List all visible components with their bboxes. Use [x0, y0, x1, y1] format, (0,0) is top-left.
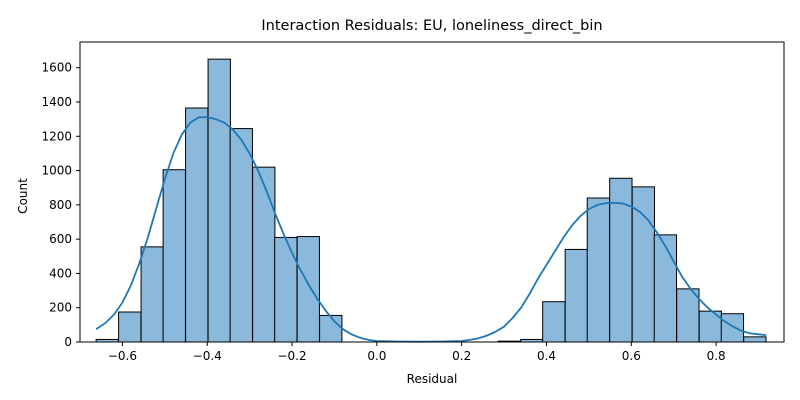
y-tick-label: 200 — [49, 301, 72, 315]
x-axis: −0.6 −0.4 −0.2 0.0 0.2 0.4 0.6 0.8 — [108, 342, 726, 363]
y-axis: 0 200 400 600 800 1000 1200 1400 1600 — [41, 61, 80, 349]
histogram-bar — [676, 288, 700, 343]
y-tick-label: 1000 — [41, 164, 72, 178]
y-tick-label: 1200 — [41, 129, 72, 143]
histogram-bar — [720, 313, 745, 343]
y-tick-label: 0 — [64, 335, 72, 349]
histogram-bar — [296, 236, 320, 343]
x-tick-label: 0.6 — [622, 349, 641, 363]
x-tick-label: −0.6 — [108, 349, 137, 363]
x-tick-label: 0.2 — [452, 349, 471, 363]
histogram-bar — [162, 169, 186, 343]
histogram-bar — [542, 301, 566, 343]
histogram-bar — [140, 246, 164, 343]
histogram-bar — [586, 197, 611, 343]
x-tick-label: −0.4 — [193, 349, 222, 363]
histogram-bar — [185, 107, 209, 343]
y-axis-label: Count — [16, 178, 30, 214]
histogram-bar — [207, 58, 231, 343]
histogram-bar — [653, 234, 678, 343]
y-tick-label: 1600 — [41, 61, 72, 75]
y-tick-label: 600 — [49, 232, 72, 246]
histogram-bar — [229, 128, 253, 343]
histogram-bars — [95, 58, 767, 343]
y-tick-label: 400 — [49, 266, 72, 280]
x-tick-label: 0.4 — [537, 349, 556, 363]
histogram-bar — [743, 336, 767, 343]
x-tick-label: −0.2 — [277, 349, 306, 363]
histogram-bar — [564, 248, 588, 343]
x-axis-label: Residual — [407, 372, 458, 386]
histogram-bar — [319, 314, 343, 343]
y-tick-label: 800 — [49, 198, 72, 212]
histogram-bar — [118, 311, 142, 343]
x-tick-label: 0.0 — [367, 349, 386, 363]
histogram-bar — [252, 166, 276, 343]
histogram-bar — [274, 236, 298, 343]
plot-frame — [79, 41, 785, 343]
y-tick-label: 1400 — [41, 95, 72, 109]
chart-title: Interaction Residuals: EU, loneliness_di… — [261, 18, 602, 34]
x-tick-label: 0.8 — [707, 349, 726, 363]
kde-curve — [95, 116, 767, 343]
